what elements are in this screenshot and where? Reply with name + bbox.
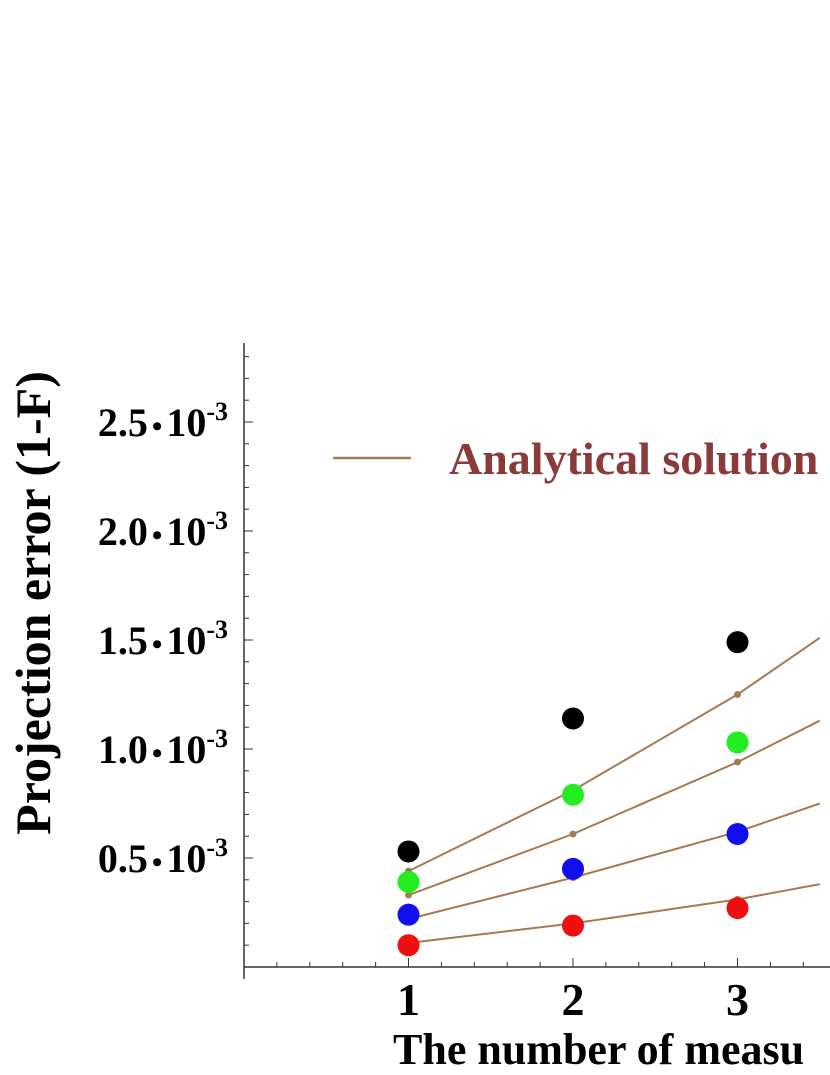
data-point xyxy=(397,903,420,926)
data-point xyxy=(397,840,420,863)
y-tick-label: 1.0 • 10-3 xyxy=(98,724,228,772)
data-point xyxy=(726,731,749,754)
analytical-dot xyxy=(734,758,741,766)
data-point xyxy=(562,857,584,880)
analytical-dot xyxy=(569,830,577,838)
y-axis-title: Projection error (1-F) xyxy=(5,371,61,835)
analytical-lines xyxy=(405,636,821,947)
data-point xyxy=(397,870,420,893)
legend-label: Analytical solution xyxy=(449,433,818,484)
data-point xyxy=(726,631,749,654)
analytical-dot xyxy=(405,891,412,899)
analytical-dot xyxy=(734,691,741,698)
data-points xyxy=(397,631,749,957)
analytical-line xyxy=(408,802,821,920)
x-tick-label: 1 xyxy=(397,974,420,1025)
analytical-line xyxy=(408,719,821,897)
data-point xyxy=(562,707,584,730)
x-axis-title: The number of measu xyxy=(393,1025,804,1074)
data-point xyxy=(562,783,584,806)
y-tick-label: 0.5 • 10-3 xyxy=(98,833,228,881)
data-point xyxy=(562,914,584,937)
x-tick-label: 2 xyxy=(562,974,585,1025)
y-tick-label: 1.5 • 10-3 xyxy=(98,615,228,663)
analytical-line xyxy=(408,883,820,944)
data-point xyxy=(726,897,749,920)
y-tick-label: 2.0 • 10-3 xyxy=(98,506,228,554)
axes xyxy=(243,343,830,979)
data-point xyxy=(397,934,420,957)
y-tick-label: 2.5 • 10-3 xyxy=(98,397,228,445)
legend: Analytical solution xyxy=(333,433,818,484)
analytical-line xyxy=(408,636,821,872)
x-tick-label: 3 xyxy=(726,974,749,1025)
data-point xyxy=(726,823,749,846)
tick-labels: 0.5 • 10-3 1.0 • 10-3 1.5 • 10-3 2.0 • 10-3 2.5 • 10-3… xyxy=(98,397,749,1025)
